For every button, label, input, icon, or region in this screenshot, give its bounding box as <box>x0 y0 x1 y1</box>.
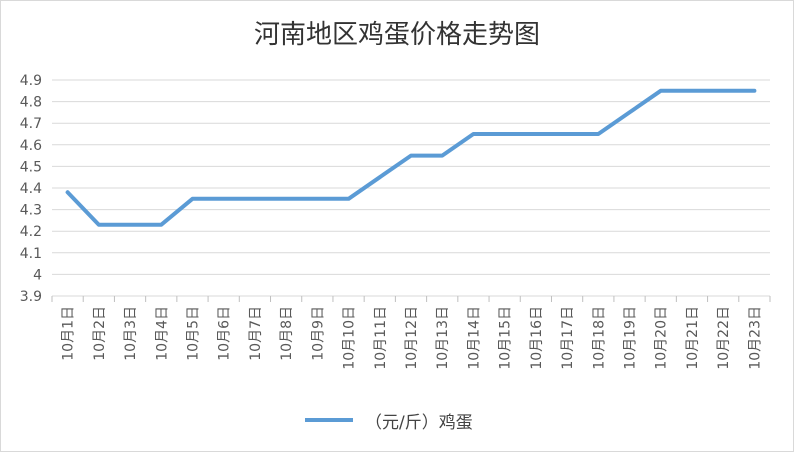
data-point <box>315 197 319 201</box>
data-point <box>565 132 569 136</box>
legend-swatch <box>305 418 353 422</box>
x-tick-label: 10月7日 <box>248 306 264 361</box>
x-tick-label: 10月16日 <box>529 306 545 370</box>
legend-label: （元/斤）鸡蛋 <box>365 412 473 433</box>
y-tick-label: 4.9 <box>20 73 42 89</box>
data-point <box>471 132 475 136</box>
data-point <box>752 89 756 93</box>
y-tick-label: 4.7 <box>20 116 42 132</box>
data-point <box>409 154 413 158</box>
data-point <box>659 89 663 93</box>
data-point <box>596 132 600 136</box>
data-point <box>253 197 257 201</box>
y-tick-label: 4.2 <box>20 224 42 240</box>
x-tick-label: 10月6日 <box>217 306 233 361</box>
series-line <box>65 88 757 227</box>
x-tick-label: 10月13日 <box>435 306 451 370</box>
x-tick-label: 10月3日 <box>123 306 139 361</box>
data-point <box>347 197 351 201</box>
x-tick-label: 10月14日 <box>466 306 482 370</box>
x-tick-label: 10月2日 <box>92 306 108 361</box>
y-tick-label: 4.6 <box>20 138 42 154</box>
data-point <box>440 154 444 158</box>
x-tick-label: 10月8日 <box>279 306 295 361</box>
y-tick-label: 4.3 <box>20 203 42 219</box>
data-point <box>66 190 70 194</box>
data-point <box>97 223 101 227</box>
data-point <box>690 89 694 93</box>
data-point <box>190 197 194 201</box>
x-tick-label: 10月12日 <box>404 306 420 370</box>
y-tick-label: 4.1 <box>20 246 42 262</box>
data-point <box>284 197 288 201</box>
x-tick-label: 10月1日 <box>61 306 77 361</box>
y-tick-label: 4.8 <box>20 95 42 111</box>
data-point <box>534 132 538 136</box>
data-point <box>721 89 725 93</box>
x-tick-label: 10月15日 <box>498 306 514 370</box>
x-tick-label: 10月23日 <box>747 306 763 370</box>
x-tick-label: 10月19日 <box>623 306 639 370</box>
data-point <box>628 110 632 114</box>
y-tick-label: 4 <box>33 267 42 283</box>
y-tick-label: 4.5 <box>20 159 42 175</box>
x-tick-label: 10月22日 <box>716 306 732 370</box>
x-tick-label: 10月10日 <box>342 306 358 370</box>
x-tick-label: 10月4日 <box>154 306 170 361</box>
x-tick-label: 10月21日 <box>685 306 701 370</box>
x-tick-label: 10月5日 <box>185 306 201 361</box>
legend: （元/斤）鸡蛋 <box>305 408 473 433</box>
data-point <box>378 175 382 179</box>
y-tick-label: 4.4 <box>20 181 42 197</box>
x-tick-label: 10月18日 <box>591 306 607 370</box>
data-point <box>159 223 163 227</box>
data-point <box>222 197 226 201</box>
y-tick-label: 3.9 <box>20 289 42 305</box>
x-tick-label: 10月17日 <box>560 306 576 370</box>
chart-title: 河南地区鸡蛋价格走势图 <box>253 20 540 50</box>
data-point <box>503 132 507 136</box>
x-tick-label: 10月9日 <box>310 306 326 361</box>
x-tick-label: 10月20日 <box>654 306 670 370</box>
data-point <box>128 223 132 227</box>
x-tick-label: 10月11日 <box>373 306 389 370</box>
